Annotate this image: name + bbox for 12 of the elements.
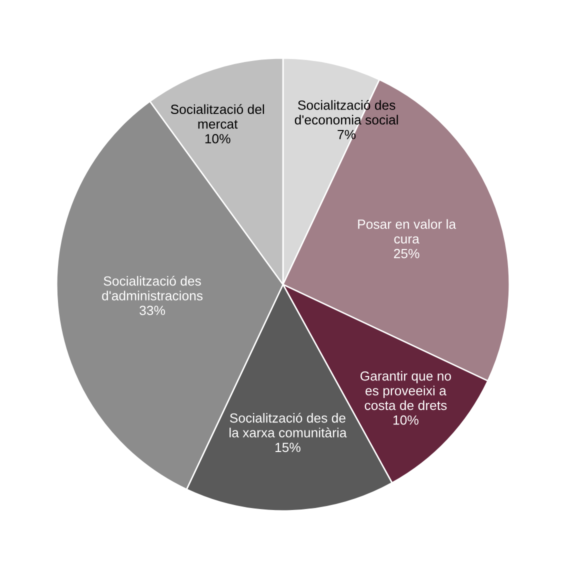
data-label: 33% xyxy=(140,306,166,316)
slice-label: Garantir que no es proveeixi a costa de drets xyxy=(360,371,451,410)
data-label: 10% xyxy=(205,134,230,144)
data-label: 7% xyxy=(338,130,356,140)
data-label: 15% xyxy=(275,442,300,452)
slice-label: Socialització del mercat xyxy=(170,104,264,129)
data-label: 25% xyxy=(394,248,420,258)
slice-label: Posar en valor la cura xyxy=(358,219,456,244)
data-label: 10% xyxy=(393,415,418,425)
slice-label: Socialització des de la xarxa comunitària xyxy=(230,412,347,438)
slice-label: Socialització des d'administracions xyxy=(102,276,203,300)
slice-label: Socialització des d'economia social xyxy=(294,100,398,125)
